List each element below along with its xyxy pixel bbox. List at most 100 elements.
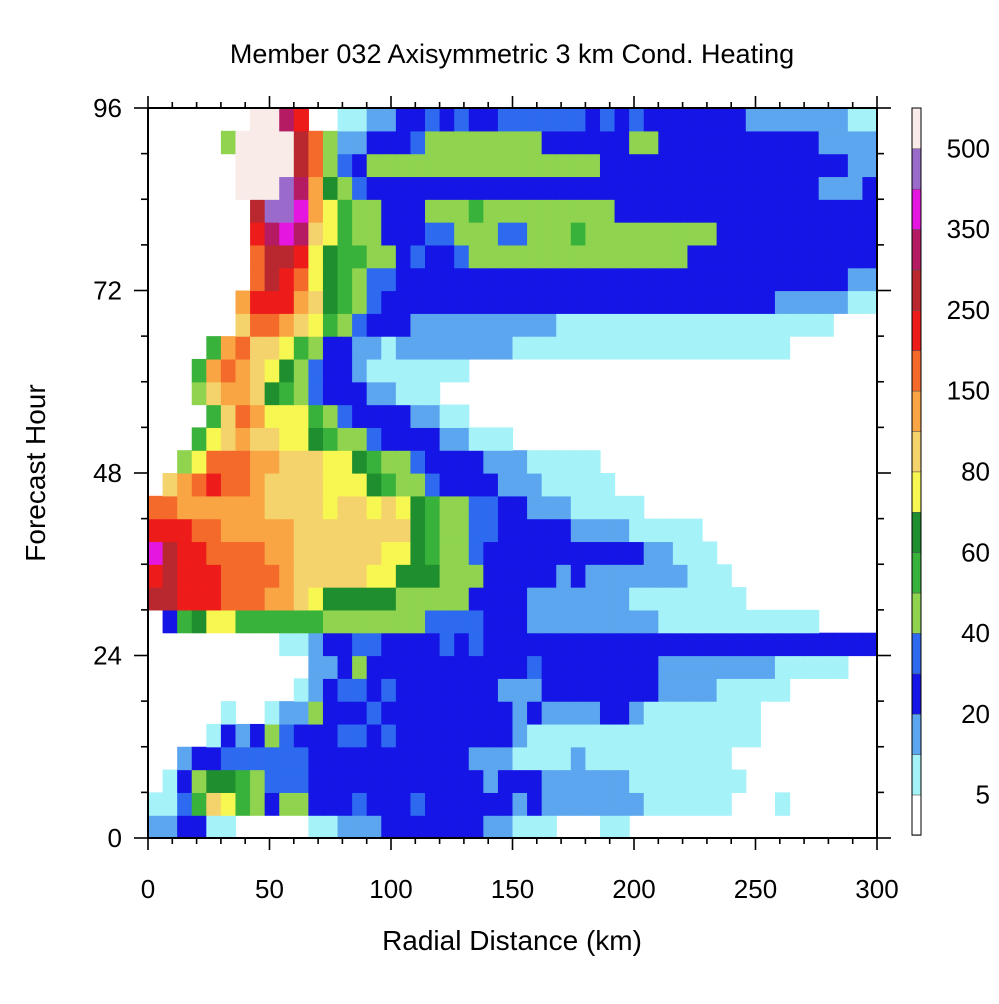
heatmap-cell — [293, 267, 309, 292]
heatmap-cell — [264, 222, 280, 246]
heatmap-cell — [585, 746, 601, 771]
heatmap-cell — [556, 701, 572, 725]
heatmap-cell — [789, 632, 805, 657]
heatmap-cell — [177, 609, 193, 634]
heatmap-cell — [731, 678, 747, 702]
heatmap-cell — [322, 153, 339, 178]
y-tick-label: 96 — [93, 93, 122, 123]
heatmap-cell — [527, 701, 543, 725]
heatmap-cell — [643, 199, 659, 223]
heatmap-cell — [279, 587, 295, 611]
heatmap-cell — [614, 130, 630, 155]
heatmap-cell — [658, 130, 674, 155]
heatmap-cell — [352, 358, 368, 383]
heatmap-cell — [264, 336, 280, 360]
heatmap-cell — [308, 267, 324, 292]
heatmap-cell — [264, 473, 280, 497]
heatmap-cell — [512, 518, 528, 543]
heatmap-cell — [250, 541, 266, 565]
heatmap-cell — [599, 541, 616, 565]
heatmap-cell — [454, 701, 470, 725]
heatmap-cell — [483, 222, 499, 246]
heatmap-cell — [862, 153, 878, 178]
colorbar-swatch — [911, 511, 922, 553]
colorbar-label: 150 — [947, 376, 990, 406]
heatmap-cell — [322, 130, 339, 155]
heatmap-cell — [366, 723, 382, 748]
heatmap-cell — [512, 108, 528, 132]
heatmap-cell — [570, 564, 586, 588]
heatmap-cell — [818, 199, 834, 223]
heatmap-cell — [395, 815, 412, 839]
heatmap-cell — [337, 678, 353, 702]
heatmap-cell — [833, 222, 849, 246]
heatmap-cell — [162, 518, 178, 543]
heatmap-cell — [395, 313, 412, 337]
heatmap-cell — [702, 541, 718, 565]
heatmap-cell — [687, 176, 703, 200]
heatmap-cell — [337, 723, 353, 748]
heatmap-cell — [804, 176, 820, 200]
heatmap-cell — [220, 404, 237, 428]
heatmap-cell — [745, 108, 761, 132]
heatmap-cell — [264, 564, 280, 588]
heatmap-cell — [570, 450, 586, 474]
heatmap-cell — [322, 587, 339, 611]
heatmap-cell — [570, 632, 586, 657]
heatmap-cell — [702, 153, 718, 178]
heatmap-cell — [497, 815, 514, 839]
heatmap-cell — [381, 746, 397, 771]
heatmap-cell — [250, 518, 266, 543]
heatmap-cell — [585, 153, 601, 178]
heatmap-cell — [541, 244, 557, 269]
heatmap-cell — [702, 609, 718, 634]
heatmap-cell — [177, 792, 193, 816]
heatmap-cell — [264, 541, 280, 565]
heatmap-cell — [833, 632, 849, 657]
heatmap-cell — [454, 313, 470, 337]
heatmap-cell — [381, 450, 397, 474]
heatmap-cell — [629, 655, 645, 679]
chart-title: Member 032 Axisymmetric 3 km Cond. Heati… — [230, 39, 794, 69]
heatmap-cell — [731, 701, 747, 725]
heatmap-cell — [599, 495, 616, 520]
heatmap-cell — [206, 427, 222, 451]
heatmap-cell — [833, 176, 849, 200]
heatmap-cell — [570, 541, 586, 565]
heatmap-cell — [425, 336, 441, 360]
heatmap-cell — [760, 153, 776, 178]
heatmap-cell — [395, 723, 412, 748]
heatmap-cell — [337, 381, 353, 406]
heatmap-cell — [279, 541, 295, 565]
heatmap-cell — [381, 655, 397, 679]
heatmap-cell — [322, 473, 339, 497]
heatmap-cell — [614, 267, 630, 292]
heatmap-cell — [337, 450, 353, 474]
x-tick-label: 100 — [369, 874, 412, 904]
heatmap-cell — [220, 427, 237, 451]
heatmap-cell — [250, 587, 266, 611]
heatmap-cell — [468, 495, 484, 520]
heatmap-cell — [235, 381, 251, 406]
heatmap-cell — [264, 290, 280, 314]
heatmap-cell — [352, 473, 368, 497]
heatmap-cell — [366, 587, 382, 611]
heatmap-cell — [250, 450, 266, 474]
heatmap-cell — [250, 313, 266, 337]
heatmap-cell — [206, 815, 222, 839]
heatmap-cell — [381, 404, 397, 428]
heatmap-cell — [483, 632, 499, 657]
heatmap-cell — [833, 290, 849, 314]
heatmap-cell — [774, 267, 791, 292]
heatmap-cell — [468, 153, 484, 178]
heatmap-cell — [322, 267, 339, 292]
heatmap-cell — [614, 199, 630, 223]
heatmap-cell — [395, 518, 412, 543]
heatmap-cell — [308, 723, 324, 748]
heatmap-cell — [483, 655, 499, 679]
heatmap-cell — [381, 609, 397, 634]
heatmap-cell — [512, 655, 528, 679]
heatmap-cell — [687, 701, 703, 725]
heatmap-cell — [556, 655, 572, 679]
heatmap-cell — [454, 587, 470, 611]
